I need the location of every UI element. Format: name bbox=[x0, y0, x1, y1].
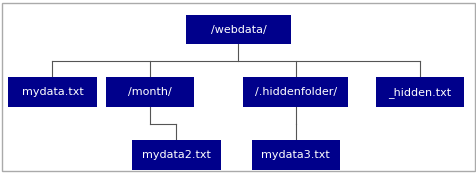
Text: /month/: /month/ bbox=[128, 87, 172, 97]
FancyBboxPatch shape bbox=[186, 15, 290, 44]
FancyBboxPatch shape bbox=[251, 140, 339, 170]
Text: mydata2.txt: mydata2.txt bbox=[142, 150, 210, 160]
FancyBboxPatch shape bbox=[375, 77, 463, 107]
FancyBboxPatch shape bbox=[9, 77, 96, 107]
FancyBboxPatch shape bbox=[106, 77, 194, 107]
Text: _hidden.txt: _hidden.txt bbox=[387, 87, 450, 98]
Text: /.hiddenfolder/: /.hiddenfolder/ bbox=[254, 87, 336, 97]
FancyBboxPatch shape bbox=[243, 77, 347, 107]
FancyBboxPatch shape bbox=[132, 140, 220, 170]
Text: mydata3.txt: mydata3.txt bbox=[261, 150, 329, 160]
Text: /webdata/: /webdata/ bbox=[210, 25, 266, 35]
FancyBboxPatch shape bbox=[2, 3, 474, 171]
Text: mydata.txt: mydata.txt bbox=[21, 87, 83, 97]
